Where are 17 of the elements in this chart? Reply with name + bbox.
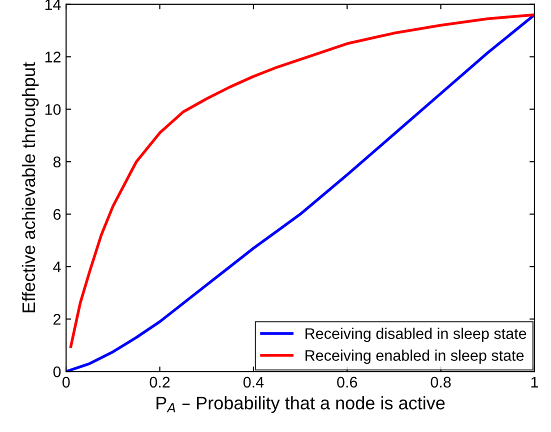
x-tick-label: 0.6 [337, 376, 358, 388]
y-tick-label: 4 [53, 262, 61, 272]
legend-label: Receiving disabled in sleep state [306, 328, 526, 342]
x-tick-label: 0.2 [150, 376, 170, 388]
y-tick-label: 10 [45, 104, 61, 115]
x-axis-title: P$_{A}$ – Probability that a node is active [156, 396, 445, 414]
y-tick-label: 8 [53, 156, 61, 168]
y-tick-label: 12 [45, 52, 60, 62]
x-tick-label: 0.4 [243, 376, 264, 388]
y-axis-title: Effective achievable throughput [22, 62, 39, 312]
y-tick-label: 2 [54, 314, 60, 325]
x-tick-label: 1 [531, 376, 538, 388]
legend-label: Receiving enabled in sleep state [306, 350, 524, 364]
y-tick-label: 0 [53, 366, 61, 378]
y-tick-label: 6 [54, 209, 61, 220]
x-tick-label: 0.8 [430, 376, 451, 388]
x-tick-label: 0 [62, 376, 70, 388]
